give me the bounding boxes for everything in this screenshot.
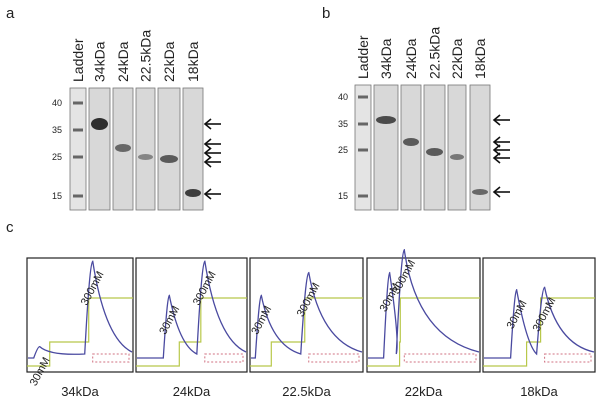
arrow-head [203, 138, 212, 150]
marker-label: 35 [52, 125, 62, 135]
ladder-band [358, 148, 368, 152]
marker-label: 40 [52, 98, 62, 108]
lane-label: 34kDa [92, 41, 108, 82]
gel-lane [400, 84, 422, 211]
gel-lane [469, 84, 491, 211]
lane-label: 22.5kDa [427, 27, 443, 79]
arrow-head [203, 118, 212, 130]
panel-label: c [6, 219, 14, 236]
gel-lane [69, 87, 87, 211]
ladder-band [358, 95, 368, 99]
gel-lane [88, 87, 111, 211]
chromatogram-trace [368, 249, 480, 359]
chromatogram-frame [249, 257, 364, 373]
fraction-strip [92, 353, 130, 363]
gel-band [91, 118, 108, 130]
gel-lane [157, 87, 181, 211]
trace-caption: 22.5kDa [282, 384, 331, 399]
gradient-line [136, 297, 247, 367]
chromatogram-trace [137, 260, 247, 359]
gradient-line [483, 297, 595, 367]
chromatogram-trace [28, 260, 133, 359]
gel-band [185, 189, 201, 197]
marker-label: 15 [52, 191, 62, 201]
arrow-head [492, 152, 501, 164]
chromatogram-frame [482, 257, 596, 373]
gel-band [160, 155, 178, 163]
lane-label: 22kDa [161, 41, 177, 82]
gel-lane [354, 84, 372, 211]
panel-label: b [322, 5, 330, 22]
ladder-band [358, 122, 368, 126]
gel-lane [373, 84, 399, 211]
gel-lane [135, 87, 156, 211]
gel-band [472, 189, 488, 195]
marker-label: 25 [338, 145, 348, 155]
lane-label: 18kDa [472, 38, 488, 79]
gel-lane [182, 87, 204, 211]
arrow-head [203, 188, 212, 200]
lane-label: 24kDa [115, 41, 131, 82]
marker-label: 15 [338, 191, 348, 201]
lane-label: 24kDa [403, 38, 419, 79]
ladder-band [358, 194, 368, 198]
chromatogram-frame [26, 257, 134, 373]
ladder-band [73, 155, 83, 159]
trace-caption: 24kDa [173, 384, 211, 399]
chromatogram-trace [251, 271, 363, 359]
marker-label: 25 [52, 152, 62, 162]
gradient-line [367, 297, 480, 367]
lane-label: 34kDa [378, 38, 394, 79]
arrow-head [492, 144, 501, 156]
arrow-head [203, 147, 212, 159]
gel-band [115, 144, 131, 152]
trace-caption: 18kDa [520, 384, 558, 399]
fraction-strip [544, 353, 592, 363]
lane-label: 22kDa [449, 38, 465, 79]
ladder-band [73, 128, 83, 132]
trace-caption: 22kDa [405, 384, 443, 399]
gradient-line [27, 297, 133, 367]
gel-band [403, 138, 419, 146]
arrow-head [492, 114, 501, 126]
arrow-head [492, 186, 501, 198]
marker-label: 35 [338, 119, 348, 129]
panel-label: a [6, 5, 15, 22]
fraction-strip [204, 353, 244, 363]
chromatogram-trace [484, 286, 595, 359]
ladder-band [73, 101, 83, 105]
gel-lane [423, 84, 446, 211]
trace-caption: 34kDa [61, 384, 99, 399]
ladder-band [73, 194, 83, 198]
gel-band [138, 154, 153, 160]
gel-band [426, 148, 443, 156]
chromatogram-frame [135, 257, 248, 373]
arrow-head [203, 156, 212, 168]
gel-band [376, 116, 396, 124]
lane-label: 22.5kDa [138, 30, 154, 82]
marker-label: 40 [338, 92, 348, 102]
fraction-strip [308, 353, 360, 363]
arrow-head [492, 136, 501, 148]
lane-label: 18kDa [185, 41, 201, 82]
gel-lane [447, 84, 467, 211]
lane-label: Ladder [355, 35, 371, 79]
gel-band [450, 154, 464, 160]
lane-label: Ladder [70, 38, 86, 82]
